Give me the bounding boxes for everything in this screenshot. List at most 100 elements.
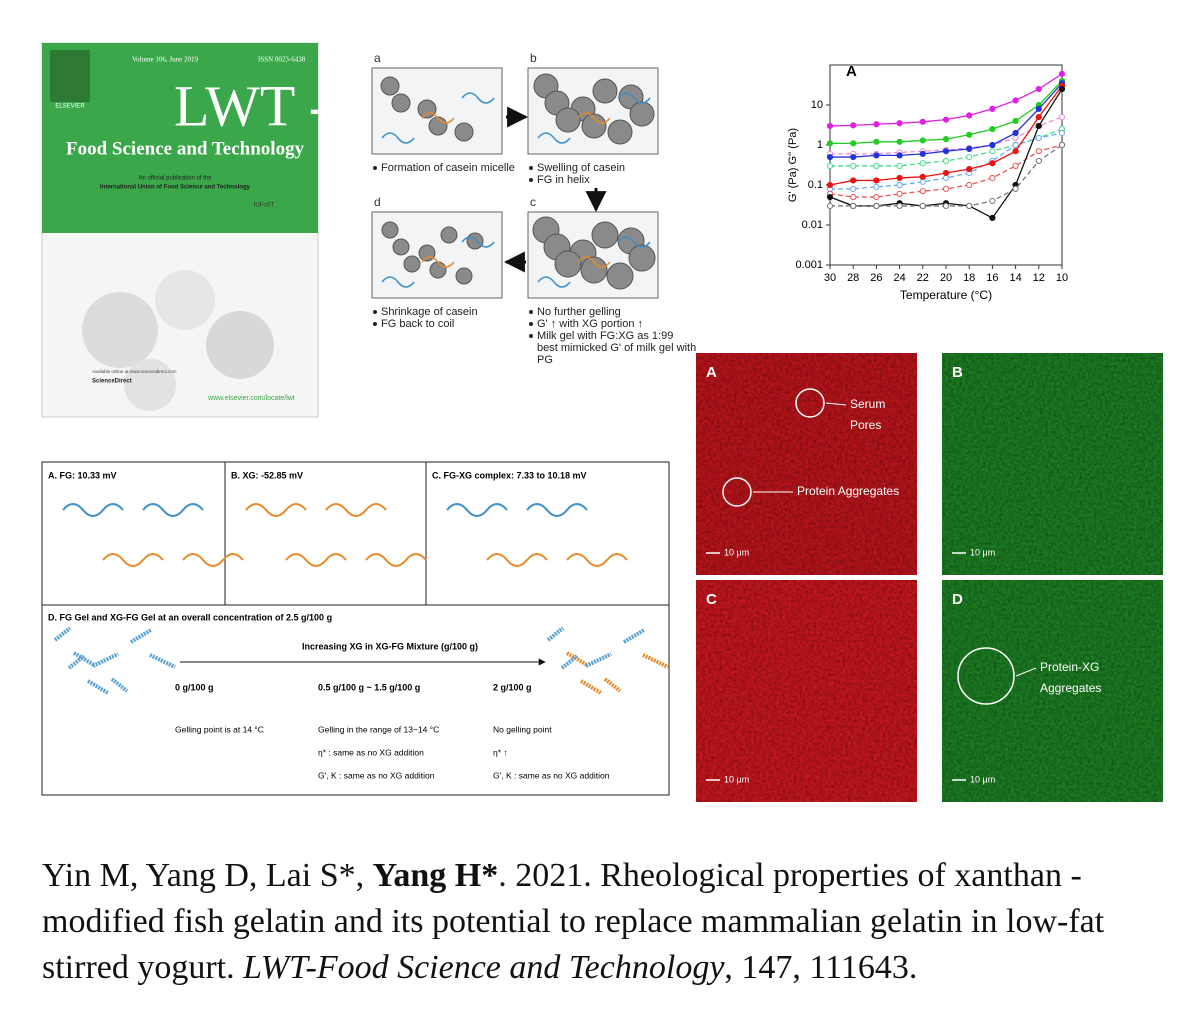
molecule-sketch [446,503,508,517]
data-point [850,140,857,147]
data-point [989,160,996,167]
micrographs: A 10 μm Serum Pores Protein Aggregates B 10 μm… [696,353,1163,802]
data-point [942,136,950,143]
bullet [373,310,377,314]
citation-part: , 147, 111643. [724,949,918,986]
bullet [529,334,533,338]
data-point [1035,157,1042,165]
data-point [1012,162,1019,170]
data-point [1035,105,1042,112]
data-point [966,145,973,152]
data-point [1058,85,1066,93]
gel-network [585,652,612,668]
data-point [942,116,950,123]
cover-platform: ScienceDirect [92,379,132,385]
gel-network [579,679,603,695]
cover-url: www.elsevier.com/locate/lwt [207,395,295,402]
annotation-text: Aggregates [1040,681,1101,695]
data-point [919,173,926,180]
panel-label: C [706,591,717,608]
schematic-note: Shrinkage of casein [381,306,478,318]
panel-label: c [530,195,536,209]
micrograph-texture [696,353,917,575]
panel-label: b [530,51,537,65]
molecule-sketch [526,503,588,517]
molecule-sketch [142,503,204,517]
data-point [896,120,903,127]
panel-title: C. FG-XG complex: 7.33 to 10.18 mV [432,470,587,480]
schematic-note: PG [537,354,553,366]
column-line: Gelling in the range of 13~14 °C [318,724,439,734]
data-point [826,153,834,161]
micrograph-texture [942,353,1163,575]
annotation-circle [795,388,825,418]
data-point [942,157,950,165]
schematic-note: No further gelling [537,306,621,318]
data-point [989,214,996,222]
panel-title: A. FG: 10.33 mV [48,470,117,480]
citation-part: . 2021. Rheological properties of xantha… [42,857,1105,986]
data-point [873,138,880,145]
gel-network [129,628,153,644]
bullet [529,310,533,314]
mechanism-frame [41,461,670,796]
data-point [942,202,950,210]
schematic-note: FG in helix [537,174,590,186]
casein-micelle [391,93,411,113]
data-point [1012,134,1019,142]
gel-network [149,653,176,669]
data-point [850,122,857,129]
scale-bar-label: 10 μm [970,547,995,557]
casein-micelle [581,113,607,139]
data-point [989,197,996,205]
x-tick-label: 16 [986,272,998,284]
casein-micelle [607,119,633,145]
casein-micelle [428,116,448,136]
chart-title: A [846,63,857,80]
y-axis-label: G' (Pa) G'' (Pa) [787,128,799,202]
fg-strand [461,92,495,104]
cover-photo-shape [82,292,158,368]
data-point [826,193,834,201]
fg-strand [577,256,611,268]
casein-micelle [417,99,437,119]
molecule-sketch [325,503,387,517]
panel-label: a [374,51,381,65]
cover-title: LWT - [174,73,328,138]
gel-network [642,653,669,669]
data-point [1012,148,1019,155]
fg-strand [537,276,571,288]
x-axis-label: Temperature (°C) [900,288,992,302]
annotation-text: Protein-XG [1040,660,1099,674]
annotation-pointer [1015,667,1037,677]
column-line: η* : same as no XG addition [318,747,424,757]
fg-strand [617,92,651,104]
data-point [826,162,834,170]
casein-micelle [466,232,484,250]
casein-micelle [418,244,436,262]
rheology-chart: A Temperature (°C) G' (Pa) G'' (Pa) 0.001 0.… [787,63,1068,302]
data-point [942,148,950,155]
data-point [1012,117,1019,125]
gel-network [560,654,579,670]
casein-micelle [606,262,634,290]
gel-network [53,626,72,642]
data-point [1058,70,1066,77]
data-point [966,131,973,138]
panel-label: B [952,364,963,381]
gel-network [86,679,110,695]
y-tick-label: 0.1 [808,179,823,191]
data-point [1058,129,1066,137]
data-point [850,193,857,201]
data-point [850,202,857,210]
data-point [966,153,973,161]
data-point [1058,141,1066,149]
x-tick-label: 28 [847,272,859,284]
gel-network [565,651,589,667]
annotation-circle [722,477,752,507]
cover-available: Available online at www.sciencedirect.co… [92,369,177,374]
x-tick-label: 24 [893,272,905,284]
data-point [1012,185,1019,192]
x-tick-label: 26 [870,272,882,284]
figure-canvas: ELSEVIER Volume 106, June 2019 ISSN 0023… [41,42,1163,802]
